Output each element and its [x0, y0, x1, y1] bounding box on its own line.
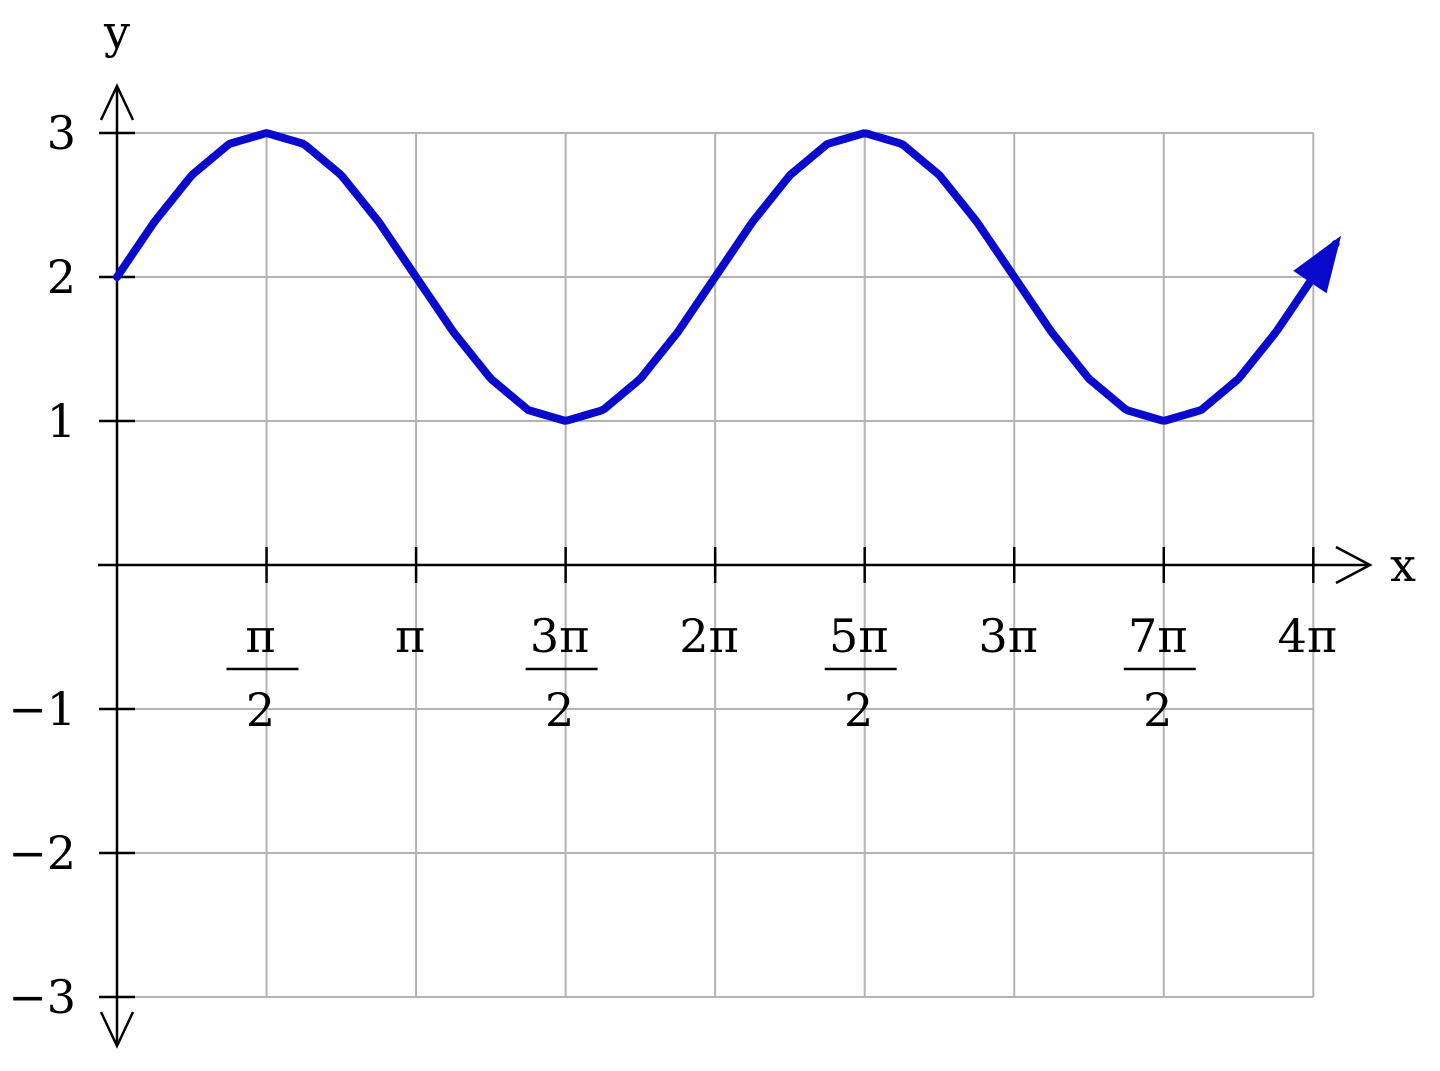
y-tick-label-0: 3 [47, 106, 76, 160]
x-tick-label-7: 4π [1278, 609, 1338, 663]
series-layer [113, 129, 1342, 425]
x-tick-label-4: 5π [829, 609, 889, 663]
axes [98, 83, 1373, 1049]
x-axis-label: x [1390, 538, 1416, 592]
x-tick-label-2: 3π [530, 609, 590, 663]
x-tick-label-5: 3π [978, 609, 1038, 663]
x-tick-label-1: π [395, 609, 425, 663]
series-line [113, 129, 1340, 425]
x-tick-label-den-4: 2 [844, 683, 873, 737]
x-tick-label-0: π [245, 609, 275, 663]
x-axis-arrowhead [1335, 545, 1373, 585]
y-axis-label: y [103, 5, 130, 59]
x-tick-label-6: 7π [1128, 609, 1188, 663]
y-tick-label-1: 2 [47, 250, 76, 304]
x-tick-label-3: 2π [679, 609, 739, 663]
y-axis-arrowhead-top [99, 83, 135, 121]
y-tick-label-5: −3 [8, 970, 76, 1024]
y-tick-label-4: −2 [8, 826, 76, 880]
series-arrowhead [1293, 235, 1342, 294]
y-axis-arrowhead-bottom [99, 1011, 135, 1049]
tick-marks [99, 131, 1315, 999]
x-tick-label-den-6: 2 [1143, 683, 1172, 737]
y-tick-label-2: 1 [47, 394, 76, 448]
x-tick-label-den-0: 2 [246, 683, 275, 737]
x-tick-label-den-2: 2 [545, 683, 574, 737]
y-tick-label-3: −1 [8, 682, 76, 736]
